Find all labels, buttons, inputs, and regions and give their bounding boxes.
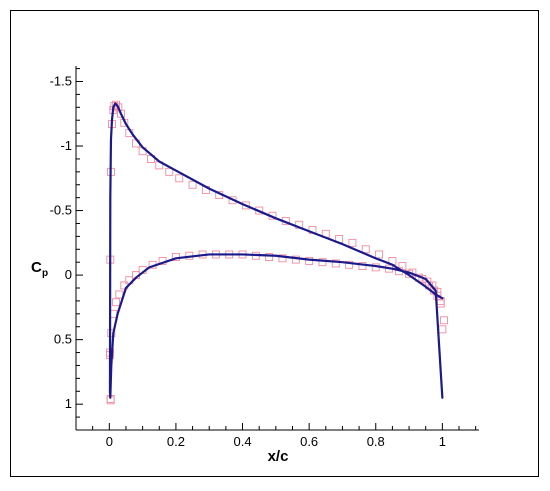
plot-group xyxy=(106,100,448,405)
y-tick-label: -1 xyxy=(60,138,72,153)
data-marker xyxy=(375,250,384,259)
cp-line xyxy=(108,102,444,399)
data-marker xyxy=(345,260,354,269)
data-marker xyxy=(348,238,357,247)
y-ticks-group: -1.5 -1 -0.5 0 0.5 1 xyxy=(50,68,83,418)
data-marker xyxy=(241,201,250,210)
data-marker xyxy=(436,299,445,308)
y-tick-label: -1.5 xyxy=(50,73,72,88)
data-marker xyxy=(188,180,197,189)
y-tick-label: 1 xyxy=(65,396,72,411)
data-marker xyxy=(165,167,174,176)
data-marker xyxy=(291,255,300,264)
data-marker xyxy=(114,103,123,112)
data-marker xyxy=(428,281,437,290)
data-marker xyxy=(112,298,120,307)
x-tick-label: 0.8 xyxy=(367,434,385,449)
y-tick-label: 0 xyxy=(65,267,72,282)
data-marker xyxy=(115,290,124,299)
data-marker xyxy=(318,258,327,267)
x-tick-label: 0.2 xyxy=(167,434,185,449)
data-marker xyxy=(175,174,184,183)
y-axis-title: C p xyxy=(31,259,48,279)
y-tick-label: 0.5 xyxy=(54,332,72,347)
data-marker xyxy=(107,329,116,338)
y-axis-title-main: C xyxy=(31,259,42,276)
x-tick-label: 1 xyxy=(439,434,446,449)
data-marker xyxy=(438,325,447,334)
x-tick-label: 0.6 xyxy=(300,434,318,449)
y-axis-title-sub: p xyxy=(42,268,48,279)
x-axis-title: x/c xyxy=(268,448,289,465)
y-tick-label: -0.5 xyxy=(50,203,72,218)
data-marker xyxy=(278,254,287,263)
x-ticks-group: 0 0.2 0.4 0.6 0.8 1 xyxy=(75,423,477,449)
x-tick-label: 0 xyxy=(106,434,113,449)
data-marker xyxy=(265,253,274,261)
data-marker xyxy=(361,245,370,254)
data-marker xyxy=(331,259,340,268)
x-tick-label: 0.4 xyxy=(233,434,251,449)
data-marker xyxy=(112,100,120,109)
data-marker xyxy=(440,316,448,325)
data-marker xyxy=(117,109,125,118)
outer-frame xyxy=(10,10,539,477)
data-marker xyxy=(358,262,367,271)
axes-group xyxy=(75,66,479,431)
